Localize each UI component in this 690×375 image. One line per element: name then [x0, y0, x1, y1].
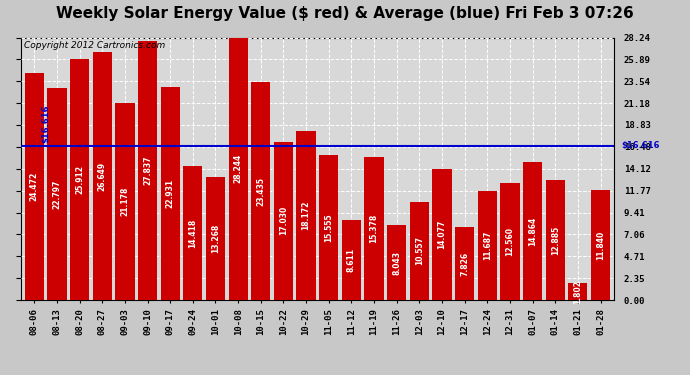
Text: 26.649: 26.649: [98, 162, 107, 191]
Bar: [138, 41, 157, 300]
Bar: [251, 82, 270, 300]
Text: 7.826: 7.826: [460, 252, 469, 276]
Bar: [161, 87, 180, 300]
Text: 14.864: 14.864: [528, 216, 537, 246]
Bar: [184, 166, 202, 300]
Text: 11.687: 11.687: [483, 231, 492, 260]
Text: 8.611: 8.611: [347, 248, 356, 272]
Text: 27.837: 27.837: [143, 156, 152, 185]
Text: Weekly Solar Energy Value ($ red) & Average (blue) Fri Feb 3 07:26: Weekly Solar Energy Value ($ red) & Aver…: [56, 6, 634, 21]
Text: 24.472: 24.472: [30, 172, 39, 201]
Bar: [48, 88, 66, 300]
Bar: [364, 157, 384, 300]
Bar: [387, 225, 406, 300]
Bar: [569, 283, 587, 300]
Bar: [477, 191, 497, 300]
Bar: [591, 190, 610, 300]
Text: Copyright 2012 Cartronics.com: Copyright 2012 Cartronics.com: [23, 42, 165, 51]
Text: 10.557: 10.557: [415, 236, 424, 266]
Text: 23.435: 23.435: [256, 177, 265, 206]
Text: 28.244: 28.244: [234, 154, 243, 183]
Text: 14.077: 14.077: [437, 220, 446, 249]
Bar: [297, 131, 316, 300]
Bar: [455, 227, 474, 300]
Bar: [546, 180, 565, 300]
Text: 21.178: 21.178: [120, 187, 130, 216]
Bar: [500, 183, 520, 300]
Text: 11.840: 11.840: [596, 230, 605, 260]
Text: $16.616: $16.616: [621, 141, 660, 150]
Text: 14.418: 14.418: [188, 218, 197, 248]
Text: 8.043: 8.043: [392, 251, 401, 274]
Text: 22.931: 22.931: [166, 179, 175, 208]
Bar: [410, 202, 429, 300]
Text: 13.268: 13.268: [211, 224, 220, 253]
Text: 12.885: 12.885: [551, 225, 560, 255]
Text: 18.172: 18.172: [302, 201, 310, 230]
Text: 17.030: 17.030: [279, 206, 288, 236]
Bar: [92, 52, 112, 300]
Bar: [25, 72, 44, 300]
Bar: [206, 177, 225, 300]
Text: 15.378: 15.378: [370, 214, 379, 243]
Bar: [274, 142, 293, 300]
Text: 25.912: 25.912: [75, 165, 84, 194]
Bar: [115, 103, 135, 300]
Text: $16.616: $16.616: [41, 104, 50, 143]
Text: 12.560: 12.560: [505, 227, 515, 256]
Bar: [228, 38, 248, 300]
Bar: [319, 155, 338, 300]
Text: 1.802: 1.802: [573, 280, 582, 304]
Bar: [70, 59, 89, 300]
Bar: [523, 162, 542, 300]
Text: 15.555: 15.555: [324, 213, 333, 242]
Bar: [342, 220, 361, 300]
Text: 22.797: 22.797: [52, 179, 61, 209]
Bar: [433, 169, 451, 300]
